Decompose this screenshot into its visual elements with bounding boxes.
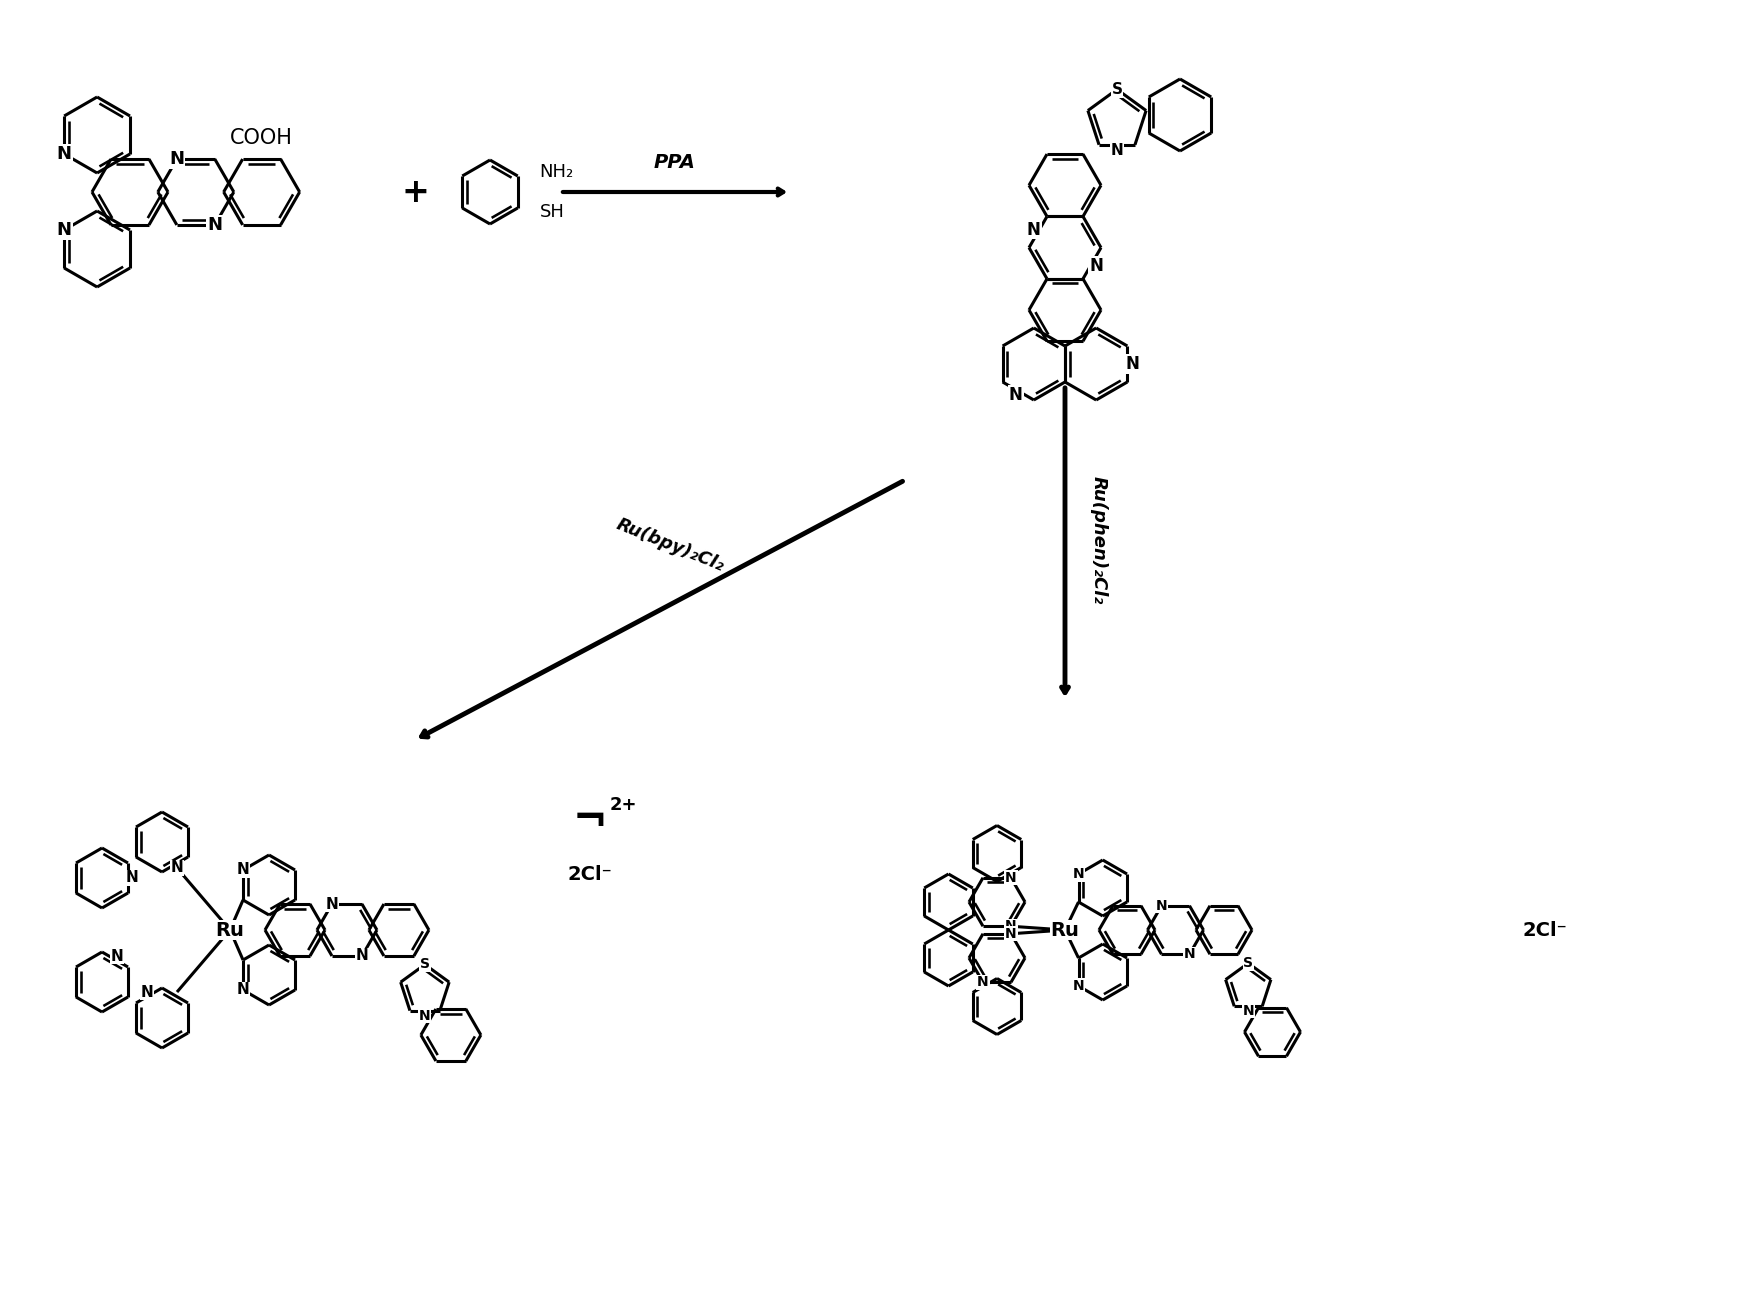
Text: N: N (57, 220, 71, 239)
Text: N: N (1027, 220, 1041, 239)
Text: 2+: 2+ (609, 796, 637, 813)
Text: Ru: Ru (216, 921, 244, 939)
Text: PPA: PPA (655, 154, 696, 172)
Text: N: N (1243, 1004, 1254, 1018)
Text: Ru(bpy)₂Cl₂: Ru(bpy)₂Cl₂ (613, 516, 726, 575)
Text: N: N (1090, 257, 1104, 274)
Text: NH₂: NH₂ (540, 163, 575, 181)
Text: SH: SH (540, 203, 564, 220)
Text: N: N (326, 896, 338, 912)
Text: N: N (1072, 867, 1085, 880)
Text: N: N (1005, 871, 1017, 884)
Text: N: N (57, 146, 71, 163)
Text: N: N (169, 150, 185, 168)
Text: +: + (400, 176, 428, 209)
Text: N: N (1184, 947, 1196, 962)
Text: S: S (1243, 956, 1254, 970)
Text: N: N (237, 862, 249, 878)
Text: N: N (111, 949, 124, 963)
Text: N: N (420, 1009, 430, 1022)
Text: N: N (1111, 143, 1123, 159)
Text: N: N (171, 861, 183, 875)
Text: N: N (355, 949, 369, 963)
Text: N: N (1156, 899, 1166, 913)
Text: COOH: COOH (230, 129, 292, 148)
Text: N: N (977, 975, 989, 989)
Text: N: N (125, 870, 138, 886)
Text: N: N (1008, 386, 1022, 404)
Text: N: N (1125, 356, 1139, 373)
Text: Ru: Ru (1050, 921, 1079, 939)
Text: 2Cl⁻: 2Cl⁻ (1523, 921, 1567, 939)
Text: N: N (1005, 920, 1017, 933)
Text: S: S (420, 958, 430, 971)
Text: N: N (1005, 926, 1017, 941)
Text: 2Cl⁻: 2Cl⁻ (568, 866, 613, 884)
Text: N: N (207, 216, 223, 234)
Text: ¬: ¬ (573, 799, 608, 841)
Text: S: S (1111, 81, 1123, 97)
Text: N: N (141, 984, 153, 1000)
Text: N: N (1072, 979, 1085, 993)
Text: N: N (237, 983, 249, 997)
Text: Ru(phen)₂Cl₂: Ru(phen)₂Cl₂ (1090, 476, 1107, 604)
